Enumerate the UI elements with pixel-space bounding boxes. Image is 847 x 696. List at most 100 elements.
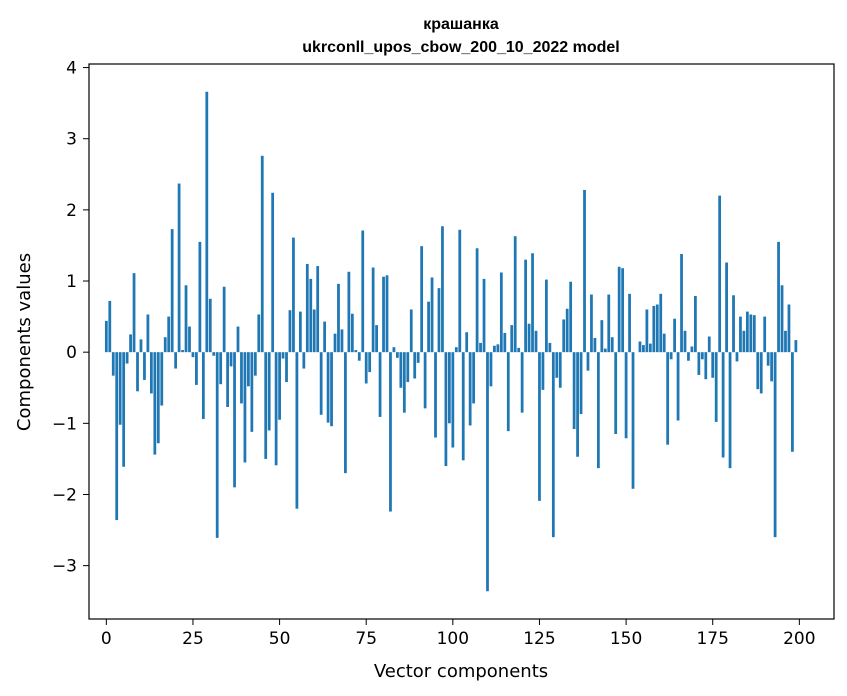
bar	[489, 352, 493, 387]
bar	[396, 352, 399, 358]
bar	[503, 332, 507, 353]
bar	[219, 352, 223, 385]
bar	[652, 305, 656, 353]
bar	[600, 320, 604, 353]
bar	[524, 259, 527, 353]
bar	[208, 298, 212, 353]
bar	[700, 352, 704, 360]
y-tick-label: −2	[52, 485, 77, 505]
x-tick-label: 150	[610, 629, 642, 649]
bar	[756, 352, 760, 390]
bar	[562, 319, 566, 353]
bar	[603, 348, 607, 353]
bar	[215, 352, 219, 538]
bar	[444, 352, 448, 467]
bar	[382, 276, 385, 353]
bar	[718, 195, 722, 353]
bar	[794, 340, 798, 353]
bar	[177, 183, 181, 353]
bar	[704, 352, 708, 380]
bar	[513, 236, 517, 353]
bar	[773, 352, 777, 538]
bar	[437, 288, 441, 353]
bar	[555, 352, 559, 378]
bar	[302, 352, 306, 369]
bar	[309, 278, 313, 353]
bar	[645, 309, 649, 353]
bar	[607, 294, 611, 353]
bar	[690, 346, 694, 353]
bar	[333, 333, 337, 353]
bar	[181, 350, 184, 353]
y-tick-label: 0	[66, 343, 77, 363]
bar	[621, 268, 625, 353]
bar	[330, 352, 333, 427]
bar	[482, 278, 486, 353]
bar	[409, 309, 413, 353]
bar	[742, 330, 746, 353]
bar	[402, 352, 406, 413]
bar	[735, 352, 739, 362]
bar	[163, 337, 167, 353]
x-tick-label: 100	[437, 629, 469, 649]
bar	[551, 352, 555, 538]
bar	[378, 352, 382, 417]
bar	[188, 326, 191, 353]
bar	[697, 352, 701, 375]
bar	[295, 352, 299, 509]
bar	[510, 325, 514, 353]
bar	[347, 271, 351, 353]
bar	[285, 352, 288, 383]
bar	[465, 332, 469, 353]
bar	[420, 246, 424, 353]
bar	[108, 300, 112, 353]
bar	[583, 189, 586, 353]
bar	[160, 352, 164, 406]
bar	[534, 330, 538, 353]
bar	[427, 301, 430, 353]
x-tick-label: 25	[182, 629, 204, 649]
bar	[517, 347, 521, 353]
bar	[531, 253, 534, 353]
bar	[174, 352, 178, 369]
bar	[739, 316, 742, 353]
x-tick-label: 0	[101, 629, 112, 649]
bar	[614, 352, 618, 434]
bar	[288, 310, 292, 353]
bar	[628, 293, 631, 353]
y-tick-label: 3	[66, 130, 77, 150]
bar	[596, 352, 600, 469]
bar	[143, 352, 146, 380]
bar	[385, 275, 389, 353]
bar	[132, 273, 136, 353]
bar	[447, 352, 451, 424]
bar	[212, 352, 216, 356]
bar	[572, 352, 576, 430]
chart-title-line1: крашанка	[423, 16, 499, 33]
bar	[361, 230, 365, 353]
bar	[375, 325, 378, 353]
bar	[430, 277, 434, 353]
bar	[780, 285, 784, 353]
x-tick-label: 50	[269, 629, 291, 649]
bar	[763, 316, 767, 353]
bar	[416, 352, 420, 363]
bar	[201, 352, 205, 420]
bar	[725, 262, 728, 353]
bar	[579, 352, 583, 415]
bar	[257, 314, 261, 353]
bar	[267, 352, 271, 431]
bar	[156, 352, 160, 444]
plot-frame	[88, 63, 835, 620]
bar	[344, 352, 347, 474]
bar	[669, 352, 673, 360]
bar	[149, 352, 153, 394]
y-tick-label: −1	[52, 414, 77, 434]
bar	[683, 330, 687, 353]
bar	[610, 337, 614, 353]
bar	[527, 323, 531, 353]
bar	[749, 314, 753, 353]
bar	[791, 352, 794, 452]
bar	[461, 352, 465, 461]
bar	[576, 352, 579, 457]
